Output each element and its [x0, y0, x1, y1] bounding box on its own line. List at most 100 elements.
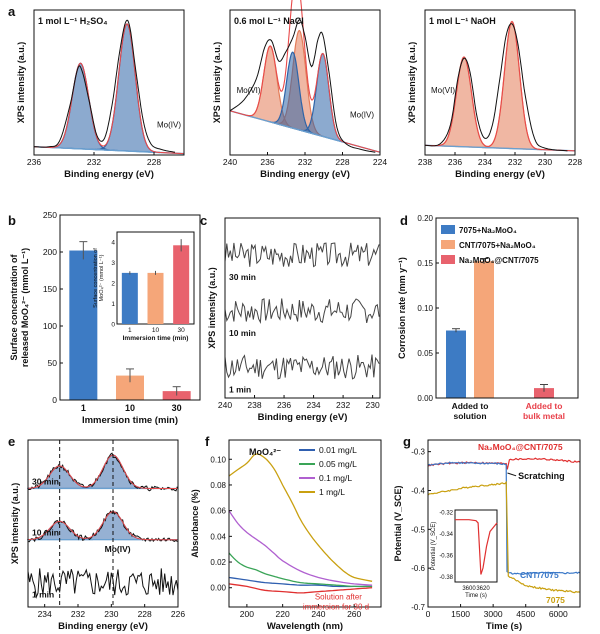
category-label: 10: [125, 403, 135, 413]
y-tick-label: 0: [52, 395, 57, 405]
series-label: 10 min: [32, 528, 59, 538]
xps-plot-frame: [33, 9, 185, 156]
inset-x-axis-label: Immersion time (min): [123, 335, 189, 342]
fitted-peak: [482, 20, 542, 151]
y-tick-label: 0.04: [210, 532, 226, 541]
x-tick-label: 232: [87, 157, 101, 167]
x-tick-label: 236: [448, 157, 462, 167]
group-label: Added to: [452, 401, 489, 411]
x-tick-label: 238: [418, 157, 432, 167]
series-label: 30 min: [229, 272, 256, 282]
category-label: 30: [172, 403, 182, 413]
y-tick-label: 0.02: [210, 558, 226, 567]
peak-annotation: Mo(IV): [350, 111, 374, 120]
x-tick-label: 1500: [451, 609, 470, 619]
inset-category-label: 10: [152, 327, 160, 334]
panel-letter: f: [205, 434, 210, 449]
y-tick-label: 100: [43, 321, 57, 331]
x-axis-label: Binding energy (eV): [455, 169, 545, 180]
xps-plot-frame: [424, 9, 576, 156]
series-label: Na₂MoO₄@CNT/7075: [478, 442, 563, 452]
y-axis-label: Corrosion rate (mm y⁻¹): [397, 257, 407, 359]
y-axis-label: XPS intensity (a.u.): [207, 267, 217, 349]
x-tick-label: 238: [247, 400, 261, 410]
y-tick-label: 200: [43, 247, 57, 257]
uvvis-plot-frame: [228, 439, 382, 608]
x-tick-label: 240: [223, 157, 237, 167]
inset-frame: [454, 509, 498, 583]
y-tick-label: -0.7: [411, 603, 425, 612]
x-tick-label: 200: [240, 609, 254, 619]
xps-plot-frame: [224, 217, 381, 399]
y-axis-label: Surface concentration of: [9, 253, 19, 360]
legend-label: 0.1 mg/L: [319, 473, 352, 483]
panel-title: 1 mol L⁻¹ H₂SO₄: [38, 16, 108, 26]
inset-potential-line: [455, 519, 498, 575]
potential-line: [427, 480, 581, 594]
annotation-arrow: [507, 472, 517, 477]
x-tick-label: 0: [426, 609, 431, 619]
y-tick-label: -0.6: [411, 564, 425, 573]
y-tick-label: -0.5: [411, 525, 425, 534]
y-axis-label: Potential (V_SCE): [393, 485, 403, 561]
inset-y-tick-label: -0.32: [439, 511, 453, 517]
y-axis-label: Absorbance (%): [190, 489, 200, 558]
x-tick-label: 230: [538, 157, 552, 167]
absorbance-line: [228, 453, 373, 582]
legend-label: Na₂MoO₄@CNT/7075: [459, 256, 539, 265]
fitted-peak: [434, 56, 495, 149]
x-tick-label: 232: [508, 157, 522, 167]
peak-annotation: Mo(IV): [105, 544, 131, 554]
panel-letter: c: [200, 213, 207, 228]
noisy-spectrum-line: [27, 568, 179, 599]
y-axis-label: released MoO₄²⁻ (mmol L⁻¹): [20, 248, 30, 367]
panel-letter: b: [8, 213, 16, 228]
group-label: solution: [453, 411, 486, 421]
inset-bar: [173, 245, 190, 324]
noisy-spectrum-line: [224, 242, 380, 268]
legend-label: 0.01 mg/L: [319, 445, 357, 455]
peak-annotation: Mo(VI): [431, 86, 455, 95]
peak-annotation: Mo(IV): [157, 120, 181, 129]
x-tick-label: 3000: [484, 609, 503, 619]
series-label: 30 min: [32, 476, 59, 486]
inset-bar: [147, 272, 164, 324]
y-tick-label: 0.08: [210, 481, 226, 490]
envelope-fit-line: [229, 0, 380, 153]
y-tick-label: 0.15: [417, 259, 433, 268]
absorbance-line: [228, 583, 373, 594]
y-tick-label: 0.06: [210, 507, 226, 516]
x-tick-label: 230: [104, 609, 118, 619]
inset-bar: [121, 272, 138, 324]
x-tick-label: 236: [260, 157, 274, 167]
x-axis-label: Immersion time (min): [82, 415, 178, 426]
species-title: MoO₄²⁻: [249, 447, 281, 457]
x-axis-label: Wavelength (nm): [267, 621, 343, 632]
raw-data-line: [229, 19, 376, 153]
y-tick-label: 0.10: [210, 455, 226, 464]
x-tick-label: 224: [373, 157, 387, 167]
curve-annotation: Solution after: [315, 592, 362, 601]
x-tick-label: 234: [306, 400, 320, 410]
inset-category-label: 1: [128, 327, 132, 334]
x-tick-label: 228: [138, 609, 152, 619]
inset-y-axis-label: MoO₄²⁻ (mmol L⁻¹): [99, 254, 105, 301]
x-tick-label: 240: [218, 400, 232, 410]
fitted-peak: [47, 62, 115, 152]
panel-letter: e: [8, 434, 15, 449]
inset-y-tick-label: 4: [111, 240, 115, 247]
y-tick-label: 0.05: [417, 349, 433, 358]
envelope-fit-line: [424, 20, 575, 152]
envelope-fit-line: [28, 454, 178, 489]
legend-label: 1 mg/L: [319, 487, 345, 497]
series-label: 7075: [546, 595, 565, 605]
x-tick-label: 240: [311, 609, 325, 619]
legend-swatch: [441, 255, 455, 264]
potential-line: [427, 461, 581, 575]
inset-y-tick-label: 3: [111, 260, 115, 267]
inset-y-tick-label: -0.36: [439, 554, 453, 560]
raw-data-line: [424, 23, 568, 152]
y-tick-label: -0.3: [411, 448, 425, 457]
x-tick-label: 236: [27, 157, 41, 167]
